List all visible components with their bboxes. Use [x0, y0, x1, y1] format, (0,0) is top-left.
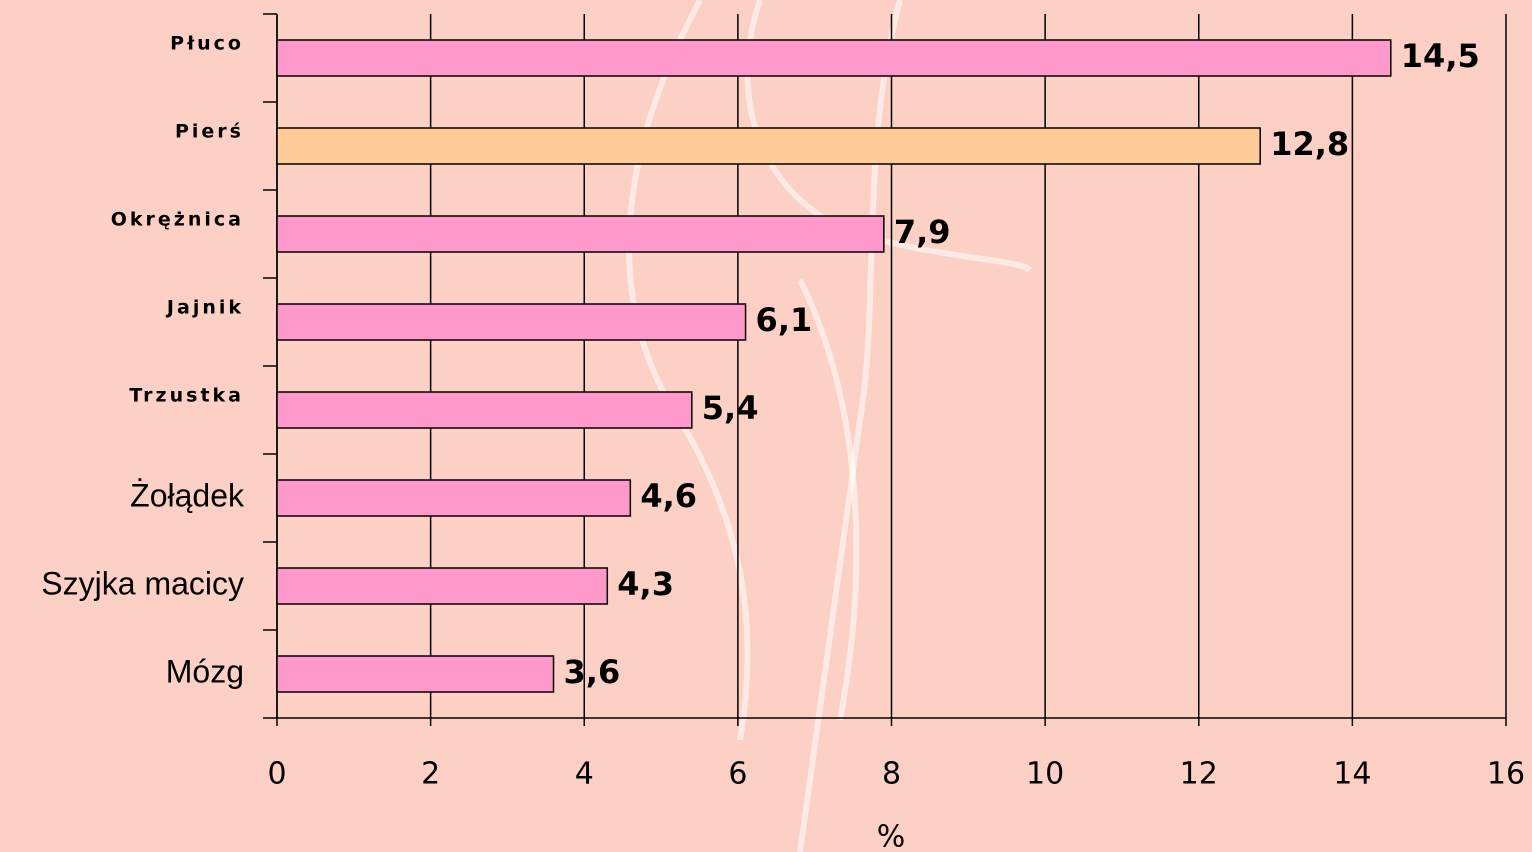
x-tick-label: 4: [575, 757, 594, 792]
x-tick-label: 2: [421, 757, 440, 792]
value-label: 12,8: [1270, 125, 1349, 163]
x-tick-label: 10: [1026, 757, 1064, 792]
y-tick-label: Trzustka: [129, 385, 244, 407]
bar: [277, 128, 1260, 164]
x-tick-label: 6: [728, 757, 747, 792]
bar: [277, 656, 554, 692]
value-label: 6,1: [756, 301, 813, 339]
value-label: 4,3: [617, 565, 674, 603]
y-tick-label: Szyjka macicy: [41, 565, 244, 601]
value-label: 4,6: [640, 477, 697, 515]
x-tick-label: 14: [1333, 757, 1371, 792]
x-tick-label: 0: [267, 757, 286, 792]
y-tick-label: Żołądek: [130, 477, 245, 513]
y-tick-label: Płuco: [170, 33, 244, 55]
x-tick-label: 12: [1180, 757, 1218, 792]
x-tick-label: 16: [1487, 757, 1525, 792]
chart: % 0 2 4 6 8 10 12 14 16 Płuco 14,5 Pierś 12,8 Okrężni…: [0, 0, 1532, 852]
y-tick-label: Pierś: [175, 121, 244, 143]
value-label: 3,6: [564, 653, 621, 691]
value-label: 7,9: [894, 213, 951, 251]
bar: [277, 568, 607, 604]
bar: [277, 216, 884, 252]
y-tick-label: Mózg: [166, 653, 244, 689]
bar: [277, 392, 692, 428]
bar: [277, 304, 746, 340]
value-label: 14,5: [1401, 37, 1480, 75]
bar: [277, 40, 1391, 76]
y-tick-label: Okrężnica: [111, 209, 244, 231]
y-tick-label: Jajnik: [165, 297, 244, 319]
x-axis-title: %: [877, 820, 906, 852]
bar: [277, 480, 630, 516]
value-label: 5,4: [702, 389, 759, 427]
x-tick-label: 8: [882, 757, 901, 792]
